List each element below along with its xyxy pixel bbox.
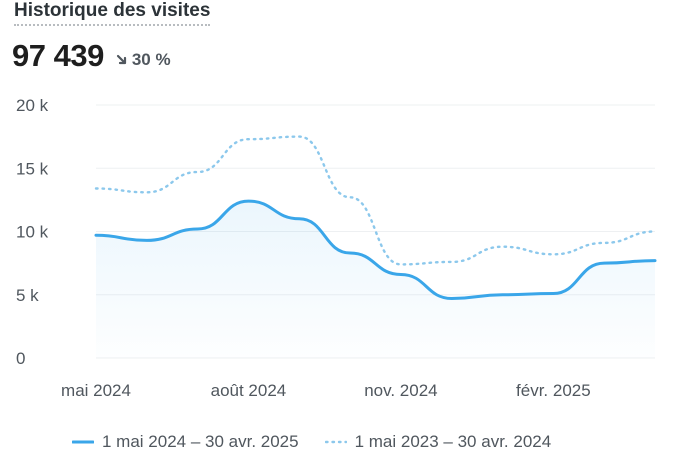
change-percent: 30 % <box>131 50 171 69</box>
kpi-summary: 97 439 30 % <box>12 38 171 74</box>
current-series-area <box>96 201 655 358</box>
y-tick-label: 10 k <box>16 223 49 242</box>
x-tick-label: mai 2024 <box>61 381 131 400</box>
chart-title[interactable]: Historique des visites <box>14 0 211 26</box>
solid-line-swatch-icon <box>72 440 94 444</box>
total-visits-value: 97 439 <box>12 38 104 73</box>
visits-line-chart[interactable]: 0 5 k 10 k 15 k 20 k mai 2024 août 2024 nov. 2… <box>0 0 685 420</box>
y-tick-label: 5 k <box>16 286 39 305</box>
y-tick-label: 20 k <box>16 96 49 115</box>
legend-label-previous: 1 mai 2023 – 30 avr. 2024 <box>354 432 552 451</box>
dotted-line-swatch-icon <box>324 440 347 444</box>
current-period-line[interactable] <box>94 199 657 300</box>
change-indicator: 30 % <box>116 50 171 70</box>
x-tick-label: févr. 2025 <box>516 381 591 400</box>
chart-legend: 1 mai 2024 – 30 avr. 2025 1 mai 2023 – 3… <box>72 432 577 452</box>
legend-label-current: 1 mai 2024 – 30 avr. 2025 <box>102 432 299 451</box>
x-tick-label: nov. 2024 <box>364 381 437 400</box>
legend-item-previous[interactable]: 1 mai 2023 – 30 avr. 2024 <box>324 432 552 452</box>
x-tick-label: août 2024 <box>211 381 287 400</box>
y-tick-label: 0 <box>16 349 25 368</box>
legend-item-current[interactable]: 1 mai 2024 – 30 avr. 2025 <box>72 432 299 452</box>
previous-period-line[interactable] <box>94 135 657 266</box>
y-tick-label: 15 k <box>16 159 49 178</box>
arrow-down-right-icon <box>116 54 126 65</box>
